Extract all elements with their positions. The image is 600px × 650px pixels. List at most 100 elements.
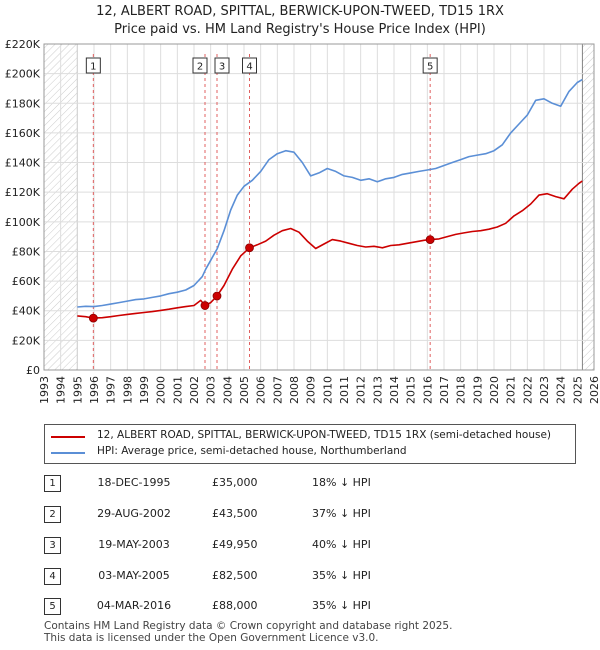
- x-tick-label: 2001: [171, 376, 184, 404]
- row-number: 1: [44, 475, 61, 492]
- sale-label-number: 1: [90, 62, 96, 73]
- x-tick-label: 2007: [271, 376, 284, 404]
- y-tick-label: £40K: [12, 305, 41, 318]
- row-price: £43,500: [212, 507, 258, 520]
- sale-label-box: [214, 57, 230, 74]
- x-tick-label: 2008: [288, 376, 301, 404]
- x-tick-label: 1993: [38, 376, 51, 404]
- row-hpi-diff: 37% ↓ HPI: [312, 507, 371, 520]
- sale-label-number: 2: [197, 62, 203, 73]
- y-tick-label: £160K: [5, 127, 41, 140]
- y-tick-label: £220K: [5, 38, 41, 51]
- x-tick-label: 2020: [488, 376, 501, 404]
- y-tick-label: £60K: [12, 275, 41, 288]
- row-date: 29-AUG-2002: [97, 507, 171, 520]
- y-tick-label: £200K: [5, 68, 41, 81]
- legend: 12, ALBERT ROAD, SPITTAL, BERWICK-UPON-T…: [44, 424, 576, 464]
- footer-copyright: Contains HM Land Registry data © Crown c…: [44, 620, 453, 632]
- hpi-series-line: [77, 78, 583, 308]
- row-date: 19-MAY-2003: [98, 538, 170, 551]
- sale-point: [88, 313, 98, 323]
- legend-swatch-hpi: [51, 452, 85, 454]
- y-tick-label: £80K: [12, 245, 41, 258]
- sale-label-box: [192, 57, 208, 74]
- row-price: £49,950: [212, 538, 258, 551]
- x-tick-label: 2016: [421, 376, 434, 404]
- sale-label-number: 4: [246, 62, 252, 73]
- sale-point: [245, 243, 254, 253]
- row-price: £35,000: [212, 476, 258, 489]
- x-tick-label: 2013: [371, 376, 384, 404]
- row-hpi-diff: 35% ↓ HPI: [312, 569, 371, 582]
- x-tick-label: 2026: [588, 376, 600, 404]
- x-tick-label: 2025: [571, 376, 584, 404]
- row-hpi-diff: 40% ↓ HPI: [312, 538, 371, 551]
- x-tick-label: 2003: [205, 376, 218, 404]
- x-tick-label: 2004: [221, 376, 234, 404]
- row-price: £82,500: [212, 569, 258, 582]
- sale-point: [425, 235, 435, 245]
- property-series-line: [77, 180, 583, 319]
- x-tick-label: 1994: [55, 376, 68, 404]
- sale-point: [212, 291, 222, 301]
- table-row: 3 19-MAY-2003 £49,950 40% ↓ HPI: [44, 537, 594, 555]
- x-tick-label: 2009: [305, 376, 318, 404]
- y-tick-label: £140K: [5, 157, 41, 170]
- y-tick-label: £100K: [5, 216, 41, 229]
- x-tick-label: 2000: [155, 376, 168, 404]
- row-price: £88,000: [212, 599, 258, 612]
- table-row: 2 29-AUG-2002 £43,500 37% ↓ HPI: [44, 506, 594, 524]
- x-tick-label: 2018: [455, 376, 468, 404]
- x-tick-label: 2022: [521, 376, 534, 404]
- x-tick-label: 2014: [388, 376, 401, 404]
- x-tick-label: 2024: [555, 376, 568, 404]
- x-tick-label: 2015: [405, 376, 418, 404]
- x-tick-label: 2006: [255, 376, 268, 404]
- sale-label-number: 3: [219, 62, 225, 73]
- row-hpi-diff: 18% ↓ HPI: [312, 476, 371, 489]
- legend-label-property: 12, ALBERT ROAD, SPITTAL, BERWICK-UPON-T…: [97, 429, 552, 441]
- legend-swatch-property: [51, 436, 85, 438]
- x-tick-label: 2021: [505, 376, 518, 404]
- row-number: 5: [44, 598, 61, 615]
- x-tick-label: 1998: [121, 376, 134, 404]
- x-tick-label: 2019: [471, 376, 484, 404]
- row-hpi-diff: 35% ↓ HPI: [312, 599, 371, 612]
- sale-label-box: [242, 57, 257, 74]
- plot-frame: [43, 43, 595, 371]
- y-tick-label: £120K: [5, 186, 41, 199]
- y-tick-label: £180K: [5, 97, 41, 110]
- row-number: 4: [44, 568, 61, 585]
- table-row: 4 03-MAY-2005 £82,500 35% ↓ HPI: [44, 568, 594, 586]
- table-row: 1 18-DEC-1995 £35,000 18% ↓ HPI: [44, 475, 594, 493]
- chart-subtitle: Price paid vs. HM Land Registry's House …: [114, 22, 486, 37]
- chart-title: 12, ALBERT ROAD, SPITTAL, BERWICK-UPON-T…: [96, 4, 504, 19]
- table-row: 5 04-MAR-2016 £88,000 35% ↓ HPI: [44, 598, 594, 616]
- x-tick-label: 2010: [321, 376, 334, 404]
- x-tick-label: 1995: [71, 376, 84, 404]
- x-tick-label: 2005: [238, 376, 251, 404]
- row-date: 04-MAR-2016: [96, 599, 172, 612]
- y-tick-label: £0: [26, 364, 40, 377]
- sale-point: [200, 301, 210, 310]
- hatched-region: [581, 43, 595, 371]
- row-number: 3: [44, 537, 61, 554]
- x-tick-label: 1997: [105, 376, 118, 404]
- row-date: 18-DEC-1995: [97, 476, 171, 489]
- row-date: 03-MAY-2005: [98, 569, 170, 582]
- x-tick-label: 2011: [338, 376, 351, 404]
- y-tick-label: £20K: [12, 334, 41, 347]
- x-tick-label: 1996: [88, 376, 101, 404]
- legend-label-hpi: HPI: Average price, semi-detached house,…: [97, 445, 407, 457]
- sale-label-box: [422, 57, 438, 74]
- x-tick-label: 2023: [538, 376, 551, 404]
- footer-licence: This data is licensed under the Open Gov…: [44, 632, 379, 644]
- x-tick-label: 2002: [188, 376, 201, 404]
- sale-label-box: [85, 57, 101, 74]
- x-tick-label: 1999: [138, 376, 151, 404]
- price-chart: 1 2 3 4 5 £0 £20K £40K £60K £80K £100K £120K £140K £…: [5, 38, 600, 404]
- x-tick-label: 2012: [355, 376, 368, 404]
- sale-label-number: 5: [427, 62, 433, 73]
- x-tick-label: 2017: [438, 376, 451, 404]
- row-number: 2: [44, 506, 61, 523]
